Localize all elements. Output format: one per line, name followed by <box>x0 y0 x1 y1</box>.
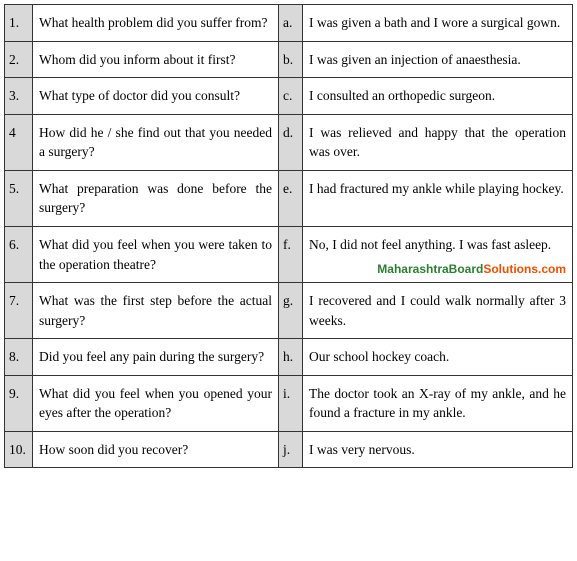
answer-letter: c. <box>279 78 303 115</box>
watermark-part2: Solutions.com <box>483 262 566 276</box>
answer-text: No, I did not feel anything. I was fast … <box>309 237 551 252</box>
question-text: How soon did you recover? <box>33 431 279 468</box>
question-number: 4 <box>5 114 33 170</box>
question-number: 10. <box>5 431 33 468</box>
answer-letter: b. <box>279 41 303 78</box>
question-number: 1. <box>5 5 33 42</box>
answer-text: I recovered and I could walk normally af… <box>303 283 573 339</box>
table-row: 8. Did you feel any pain during the surg… <box>5 339 573 376</box>
question-text: Whom did you inform about it first? <box>33 41 279 78</box>
answer-letter: d. <box>279 114 303 170</box>
table-row: 1. What health problem did you suffer fr… <box>5 5 573 42</box>
answer-letter: f. <box>279 226 303 282</box>
answer-letter: i. <box>279 375 303 431</box>
question-text: What health problem did you suffer from? <box>33 5 279 42</box>
table-row: 10. How soon did you recover? j. I was v… <box>5 431 573 468</box>
watermark-text: MaharashtraBoardSolutions.com <box>377 261 566 278</box>
answer-text: Our school hockey coach. <box>303 339 573 376</box>
answer-letter: e. <box>279 170 303 226</box>
question-number: 9. <box>5 375 33 431</box>
question-text: What was the first step before the actua… <box>33 283 279 339</box>
question-number: 7. <box>5 283 33 339</box>
question-text: How did he / she find out that you neede… <box>33 114 279 170</box>
question-number: 2. <box>5 41 33 78</box>
question-text: What did you feel when you were taken to… <box>33 226 279 282</box>
question-number: 8. <box>5 339 33 376</box>
answer-letter: a. <box>279 5 303 42</box>
answer-letter: h. <box>279 339 303 376</box>
table-row: 2. Whom did you inform about it first? b… <box>5 41 573 78</box>
table-row: 9. What did you feel when you opened you… <box>5 375 573 431</box>
answer-letter: j. <box>279 431 303 468</box>
table-body: 1. What health problem did you suffer fr… <box>5 5 573 468</box>
table-row: 4 How did he / she find out that you nee… <box>5 114 573 170</box>
question-text: Did you feel any pain during the surgery… <box>33 339 279 376</box>
table-row: 5. What preparation was done before the … <box>5 170 573 226</box>
answer-text: I was given a bath and I wore a surgical… <box>303 5 573 42</box>
answer-text: The doctor took an X-ray of my ankle, an… <box>303 375 573 431</box>
answer-text: I consulted an orthopedic surgeon. <box>303 78 573 115</box>
question-number: 3. <box>5 78 33 115</box>
qa-matching-table: 1. What health problem did you suffer fr… <box>4 4 573 468</box>
table-row: 6. What did you feel when you were taken… <box>5 226 573 282</box>
watermark-part1: MaharashtraBoard <box>377 262 483 276</box>
answer-cell-with-watermark: No, I did not feel anything. I was fast … <box>303 226 573 282</box>
question-text: What did you feel when you opened your e… <box>33 375 279 431</box>
question-number: 6. <box>5 226 33 282</box>
answer-text: I was relieved and happy that the operat… <box>303 114 573 170</box>
answer-text: I was given an injection of anaesthesia. <box>303 41 573 78</box>
answer-text: I was very nervous. <box>303 431 573 468</box>
answer-text: I had fractured my ankle while playing h… <box>303 170 573 226</box>
question-text: What preparation was done before the sur… <box>33 170 279 226</box>
question-number: 5. <box>5 170 33 226</box>
table-row: 7. What was the first step before the ac… <box>5 283 573 339</box>
table-row: 3. What type of doctor did you consult? … <box>5 78 573 115</box>
answer-letter: g. <box>279 283 303 339</box>
question-text: What type of doctor did you consult? <box>33 78 279 115</box>
